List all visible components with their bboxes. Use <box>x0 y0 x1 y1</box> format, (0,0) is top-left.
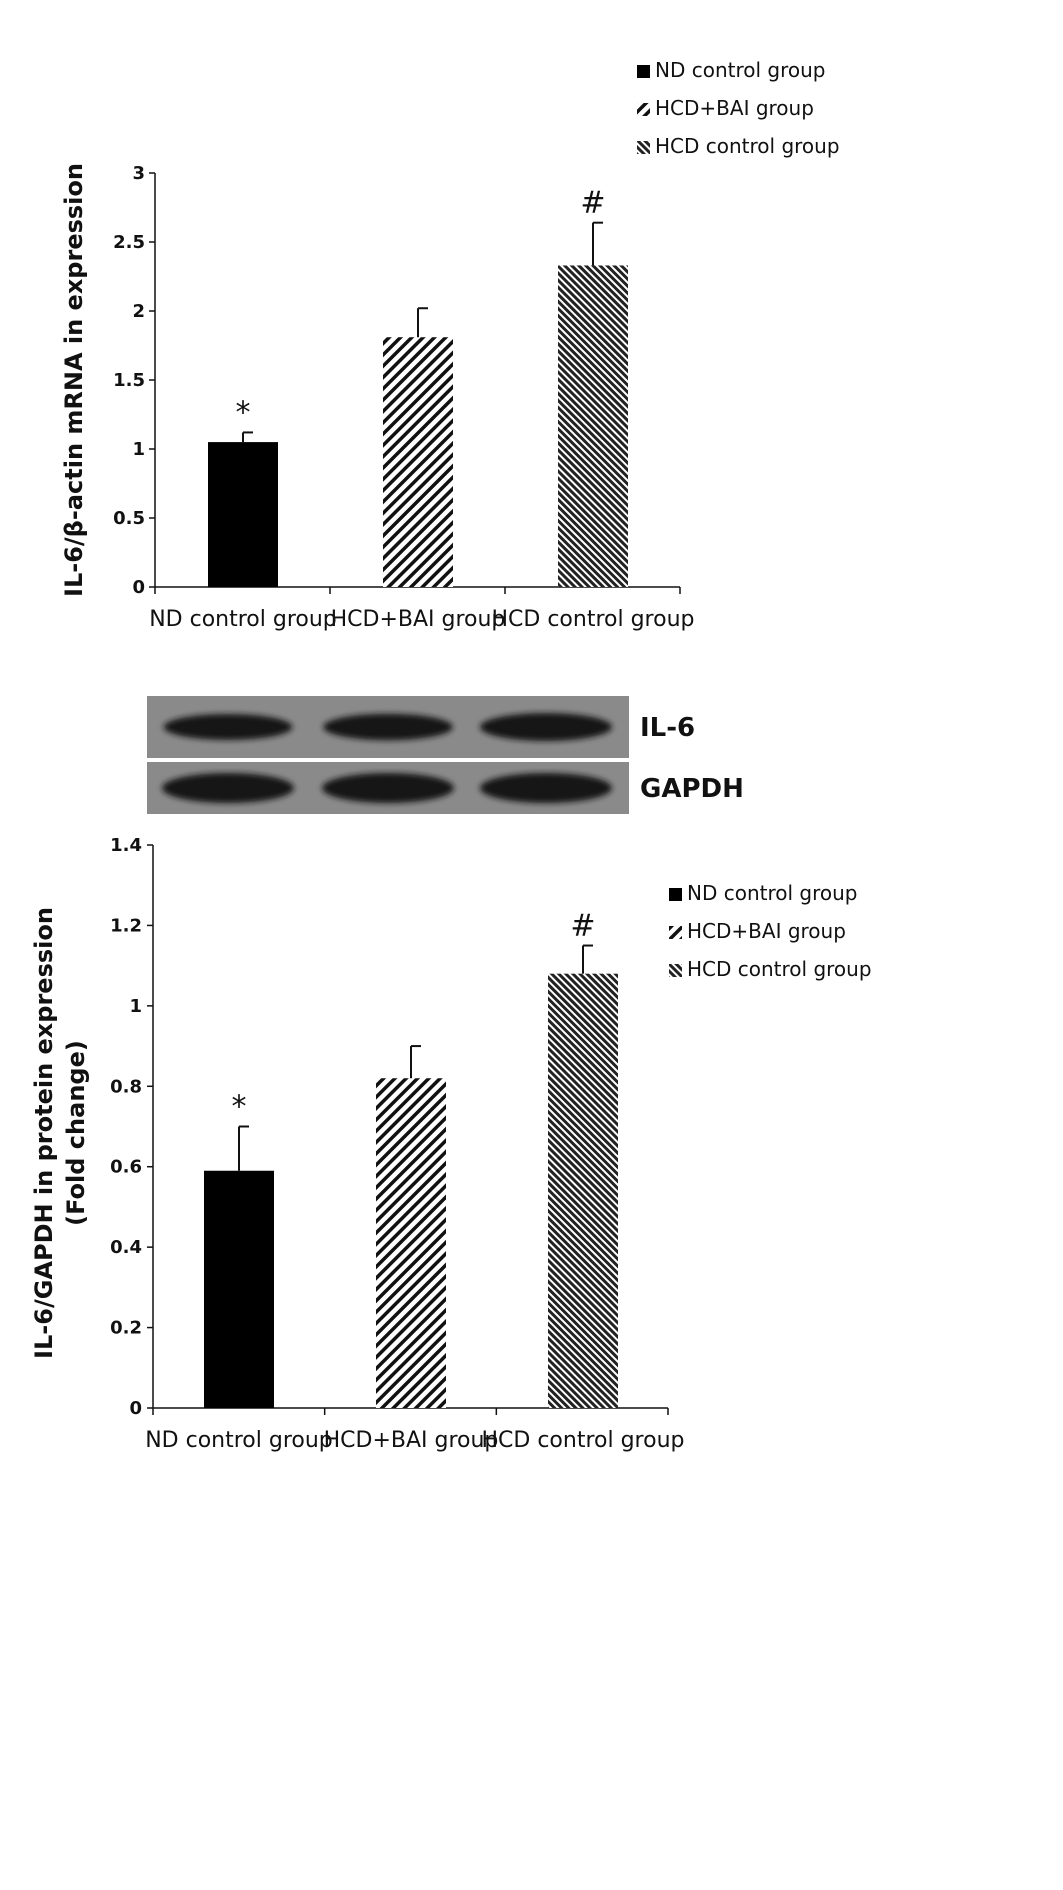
y-tick-label: 0 <box>132 577 145 598</box>
y-axis-label: IL-6/β-actin mRNA in expression <box>60 163 88 597</box>
y-axis-label: IL-6/GAPDH in protein expression <box>30 907 58 1359</box>
y-tick-label: 0.5 <box>113 508 145 529</box>
y-tick-label: 2 <box>132 301 145 322</box>
error-bar-1 <box>242 431 253 443</box>
y-tick-label: 1 <box>132 439 145 460</box>
bar-2 <box>376 1078 446 1408</box>
western-blot: IL-6 GAPDH <box>147 696 744 814</box>
category-label: HCD control group <box>492 607 695 632</box>
legend-swatch <box>637 65 650 78</box>
y-tick-label: 1.4 <box>110 835 142 856</box>
y-tick-label: 0.6 <box>110 1157 142 1178</box>
bar-2 <box>383 337 453 587</box>
legend-entry: HCD+BAI group <box>687 919 846 943</box>
legend-swatch <box>669 888 682 901</box>
category-label: HCD+BAI group <box>331 607 506 632</box>
category-label: HCD+BAI group <box>324 1428 499 1453</box>
legend-swatch <box>669 964 682 977</box>
blot-label: IL-6 <box>640 713 695 743</box>
blot-label: GAPDH <box>640 774 744 804</box>
legend-swatch <box>637 103 650 116</box>
category-label: ND control group <box>149 607 337 632</box>
error-bar-3 <box>592 221 603 266</box>
y-tick-label: 1.2 <box>110 915 142 936</box>
y-tick-label: 0.8 <box>110 1076 142 1097</box>
error-bar-1 <box>238 1125 249 1171</box>
bar-1 <box>204 1170 274 1408</box>
y-tick-label: 0.2 <box>110 1318 142 1339</box>
legend-entry: HCD control group <box>655 134 840 158</box>
legend: ND control group HCD+BAI group HCD control… <box>669 881 872 981</box>
bar-3 <box>548 973 618 1408</box>
blot-band <box>322 773 454 803</box>
y-tick-label: 0 <box>129 1398 142 1419</box>
legend-entry: ND control group <box>687 881 858 905</box>
y-tick-label: 3 <box>132 163 145 184</box>
y-tick-label: 1 <box>129 996 142 1017</box>
error-bar-3 <box>582 944 593 974</box>
y-tick-label: 2.5 <box>113 232 145 253</box>
category-label: ND control group <box>145 1428 333 1453</box>
significance-mark: # <box>580 186 605 221</box>
y-tick-label: 1.5 <box>113 370 145 391</box>
category-label: HCD control group <box>482 1428 685 1453</box>
blot-band <box>480 773 612 803</box>
significance-mark: # <box>570 909 595 944</box>
legend: ND control group HCD+BAI group HCD control… <box>637 58 840 158</box>
significance-mark: * <box>236 395 251 430</box>
y-tick-label: 0.4 <box>110 1237 142 1258</box>
bar-1 <box>208 442 278 587</box>
error-bar-2 <box>410 1045 421 1079</box>
legend-entry: ND control group <box>655 58 826 82</box>
blot-band <box>480 713 612 741</box>
legend-entry: HCD control group <box>687 957 872 981</box>
legend-entry: HCD+BAI group <box>655 96 814 120</box>
blot-band <box>163 714 293 740</box>
significance-mark: * <box>232 1090 247 1125</box>
error-bar-2 <box>417 307 428 338</box>
bar-3 <box>558 265 628 587</box>
protein-bar-chart: 00.20.40.60.811.21.4*ND control groupHCD… <box>30 835 872 1453</box>
legend-swatch <box>669 926 682 939</box>
y-axis-label: (Fold change) <box>62 1040 90 1226</box>
blot-band <box>323 713 453 741</box>
legend-swatch <box>637 141 650 154</box>
blot-band <box>162 773 294 803</box>
